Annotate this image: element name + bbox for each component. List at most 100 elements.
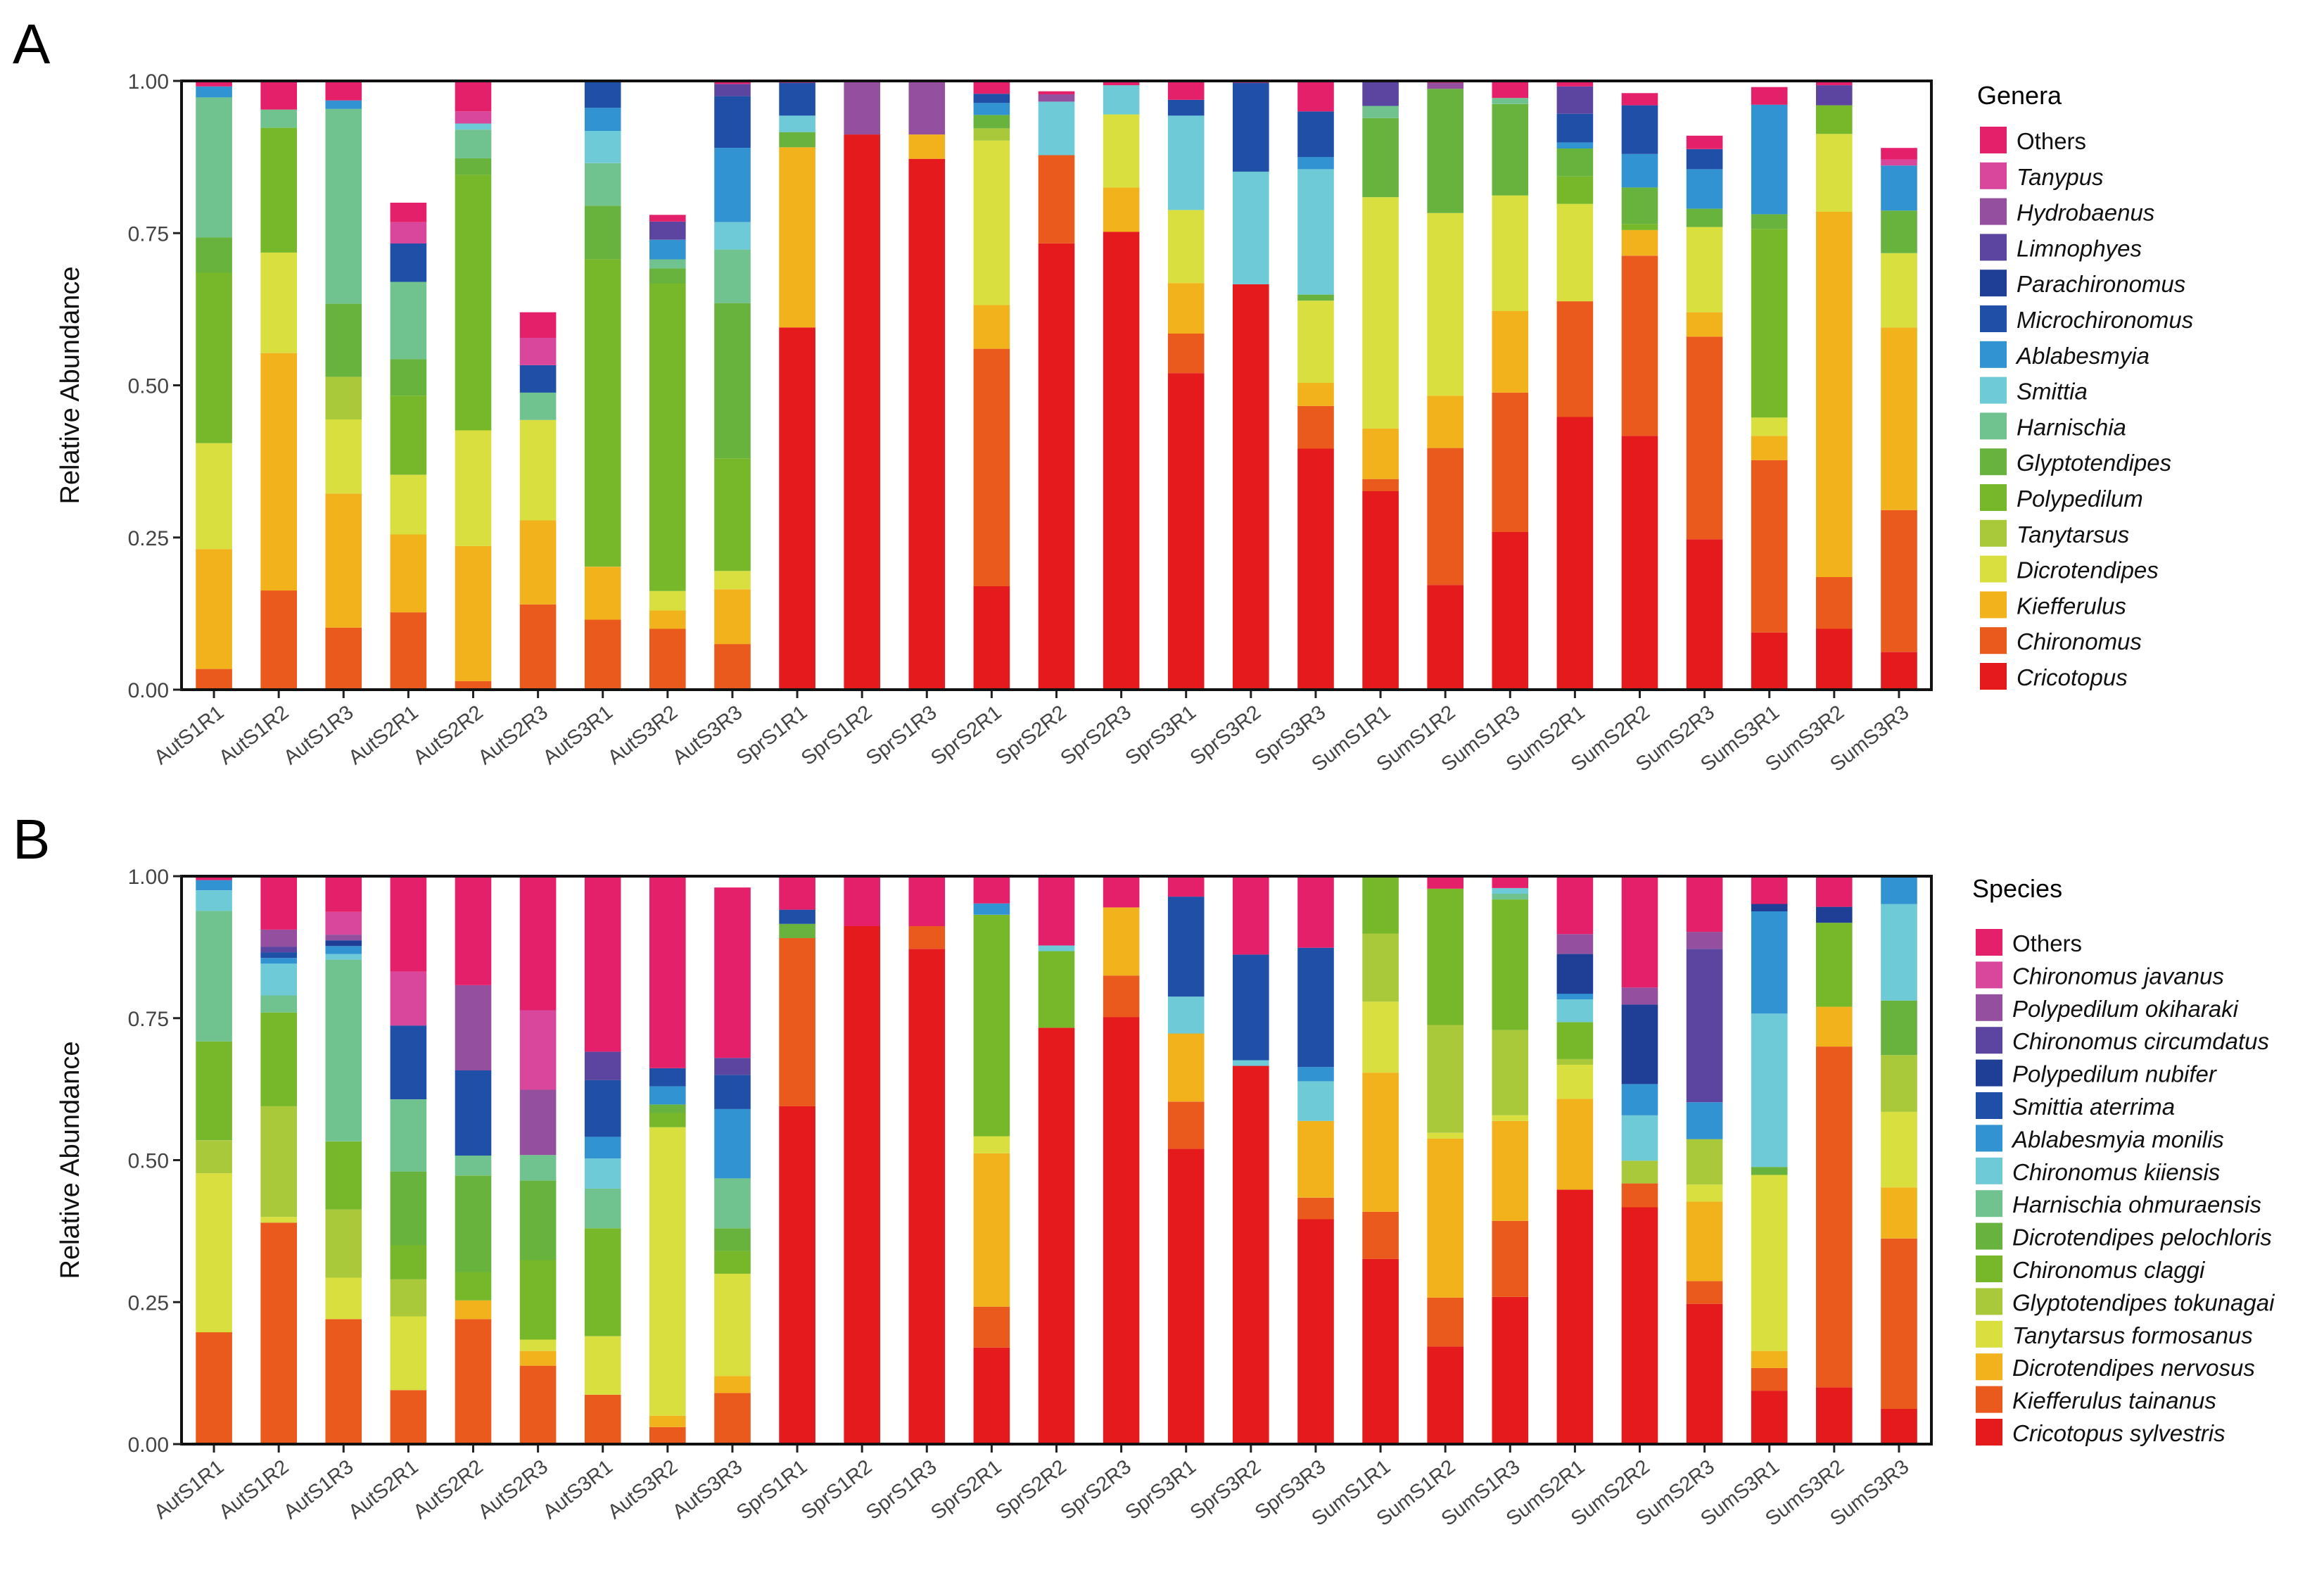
bar-segment-b-AutS3R2-15 [649,876,686,1068]
x-tick-label: AutS2R2 [409,1455,488,1524]
bar-segment-a-SumS1R1-6 [1362,118,1399,198]
x-tick-label: AutS1R2 [215,1455,293,1524]
bar-segment-b-SprS3R1-1 [1167,1101,1205,1149]
bar-segment-b-AutS1R2-4 [260,1106,297,1217]
bar-segment-b-SumS2R1-15 [1556,876,1594,935]
bar-segment-b-SumS1R3-2 [1492,1120,1529,1221]
bar-segment-b-AutS3R3-7 [714,1178,751,1229]
bar-segment-a-SumS2R1-3 [1556,203,1594,302]
bar-segment-b-SprS2R1-1 [973,1306,1010,1348]
bar-segment-a-SumS2R1-6 [1556,148,1594,177]
bar-segment-b-AutS1R2-15 [260,876,297,930]
bar-segment-a-SumS2R3-15 [1686,135,1723,149]
legend-swatch [1976,1092,2002,1119]
bar-segment-a-SprS2R3-0 [1103,232,1140,690]
bar-segment-a-SprS2R1-10 [973,94,1010,103]
bar-segment-a-AutS2R3-7 [519,392,557,420]
bar-segment-b-SumS3R3-9 [1881,876,1917,904]
bar-segment-a-SprS1R1-2 [779,147,815,328]
bar-segment-b-AutS2R2-2 [455,1300,492,1320]
bar-segment-b-AutS3R3-6 [714,1228,751,1251]
x-tick-label: SprS1R3 [862,701,941,770]
bar-segment-b-AutS3R3-5 [714,1251,751,1274]
bar-segment-a-SumS1R2-13 [1427,82,1463,89]
bar-segment-b-AutS2R3-14 [519,1010,557,1090]
bar-segment-b-SprS2R2-5 [1038,951,1075,1028]
bar-segment-a-SumS2R1-12 [1556,86,1594,114]
legend-swatch [1976,1027,2002,1054]
bar-segment-a-AutS2R2-5 [455,175,492,431]
bar-segment-b-AutS1R2-13 [260,929,297,947]
bar-segment-b-SumS2R2-1 [1621,1183,1658,1208]
bar-segment-b-SumS2R1-3 [1556,1064,1594,1099]
bar-segment-b-SumS3R3-1 [1881,1238,1917,1409]
bar-segment-a-AutS3R2-3 [649,590,686,611]
bar-segment-a-SumS2R1-15 [1556,81,1594,87]
bar-segment-a-SprS2R2-0 [1038,243,1075,690]
legend-swatch [1980,162,2007,189]
bar-segment-a-AutS3R3-7 [714,249,751,303]
legend-swatch [1976,1320,2002,1348]
bar-segment-a-SprS3R3-8 [1297,169,1334,295]
bar-segment-b-SumS3R2-5 [1816,923,1853,1007]
bar-segment-b-AutS3R2-3 [649,1127,686,1416]
bar-segment-b-AutS1R1-3 [196,1173,232,1333]
bar-segment-a-SprS2R1-6 [973,115,1010,129]
legend-swatch [1980,127,2007,153]
bar-segment-a-AutS1R3-7 [325,108,362,304]
bar-segment-a-SprS2R2-15 [1038,91,1075,94]
bar-segment-b-AutS1R3-8 [325,954,362,960]
bar-segment-a-AutS1R3-15 [325,82,362,101]
bar-segment-b-SumS2R2-9 [1621,1084,1658,1115]
bar-segment-b-SumS2R1-9 [1556,994,1594,1000]
bar-segment-b-AutS1R3-5 [325,1141,362,1210]
legend-panel-b: Species Others Chironomus javanus Polypedi… [1972,874,2275,1446]
bar-segment-a-AutS1R3-2 [325,493,362,628]
bar-segment-b-SprS3R1-10 [1167,897,1205,997]
bar-segment-a-AutS2R3-10 [519,365,557,393]
bar-segment-b-AutS1R2-9 [260,958,297,964]
legend-label: Tanytarsus formosanus [2012,1322,2253,1348]
legend-swatch [1980,448,2007,476]
bar-segment-b-SumS1R2-1 [1427,1297,1463,1347]
bar-segment-b-SprS3R1-15 [1167,876,1205,897]
bar-segment-b-AutS2R1-4 [390,1279,427,1317]
bar-segment-a-SumS1R3-7 [1492,98,1529,104]
bar-segment-b-SprS3R2-8 [1233,1060,1269,1066]
bar-segment-b-AutS2R1-3 [390,1316,427,1391]
bar-segment-b-SumS2R3-15 [1686,876,1723,932]
bar-segment-b-SprS2R1-3 [973,1136,1010,1153]
x-tick-label: AutS2R3 [474,1455,552,1524]
bar-segment-a-SprS2R1-9 [973,103,1010,115]
bar-segment-a-AutS2R2-2 [455,545,492,681]
bar-segment-a-AutS1R1-6 [196,237,232,273]
bar-segment-b-AutS2R2-13 [455,985,492,1070]
bar-segment-a-SumS1R3-0 [1492,532,1529,690]
bar-segment-a-SumS3R2-12 [1816,85,1853,106]
bar-segment-b-SumS2R1-0 [1556,1189,1594,1444]
bar-segment-b-AutS2R2-7 [455,1156,492,1176]
legend-swatch [1976,1255,2002,1282]
bar-segment-b-AutS3R1-9 [584,1137,621,1159]
bar-segment-b-AutS2R2-6 [455,1175,492,1272]
bar-segment-b-SprS3R3-2 [1297,1120,1334,1198]
bar-segment-a-SumS3R2-5 [1816,105,1853,134]
bar-segment-a-SprS3R2-10 [1233,82,1269,172]
bar-segment-a-AutS2R1-3 [390,474,427,535]
bar-segment-b-AutS3R1-8 [584,1158,621,1189]
bar-segment-b-SprS3R3-8 [1297,1081,1334,1121]
bar-segment-a-SumS1R2-1 [1427,448,1463,586]
bar-segment-a-SumS2R2-1 [1621,255,1658,436]
bar-segment-b-SumS3R2-11 [1816,906,1853,923]
bar-segment-a-SprS3R3-10 [1297,111,1334,158]
y-tick-label: 1.00 [128,70,169,94]
bar-segment-b-SumS1R3-5 [1492,899,1529,1030]
bar-segment-b-AutS1R1-15 [196,876,232,880]
bar-segment-a-SumS1R2-0 [1427,585,1463,690]
x-tick-label: SprS2R1 [927,1455,1005,1524]
x-tick-label: AutS1R3 [279,1455,357,1524]
bar-segment-b-AutS2R1-7 [390,1099,427,1172]
bar-segment-b-SumS2R2-8 [1621,1115,1658,1161]
bar-segment-b-AutS3R1-10 [584,1080,621,1137]
legend-label: Smittia [2017,379,2088,405]
